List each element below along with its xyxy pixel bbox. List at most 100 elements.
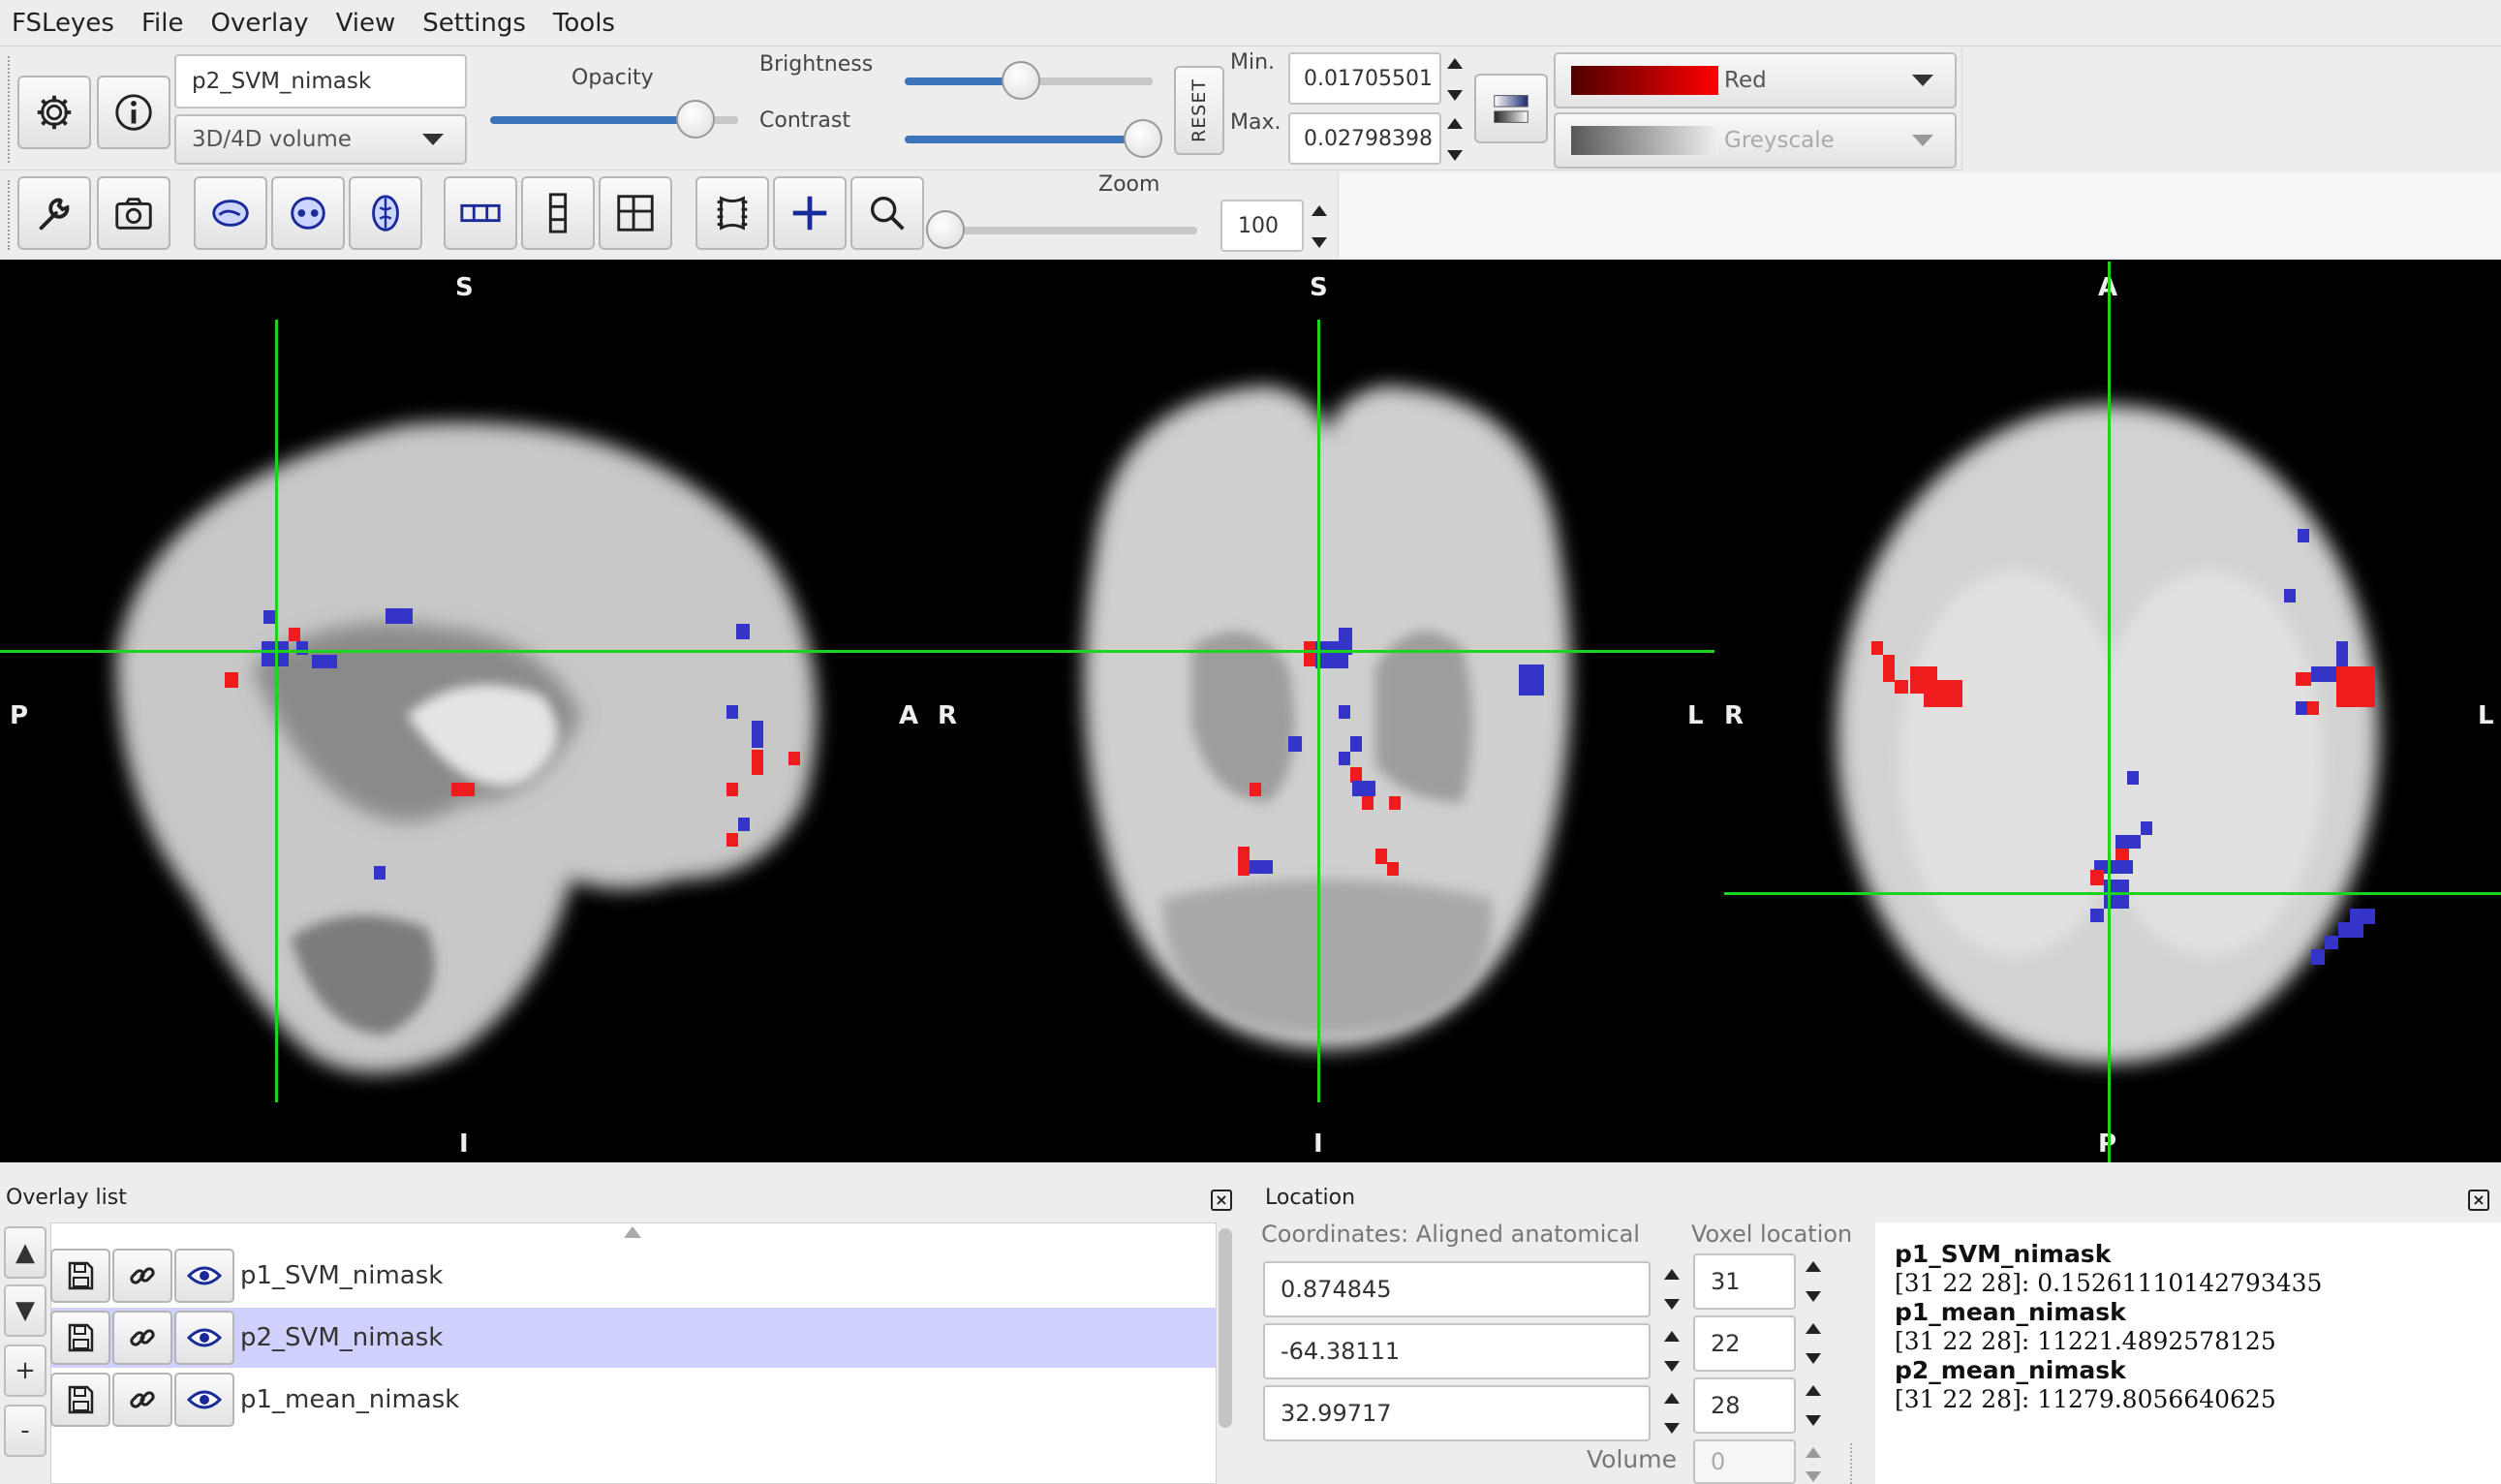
menu-fsleyes[interactable]: FSLeyes <box>12 8 114 38</box>
voxel-z-spinner[interactable] <box>1800 1385 1827 1426</box>
link-overlay-button[interactable] <box>112 1373 172 1427</box>
spin-down-icon[interactable] <box>1312 237 1327 248</box>
overlay-name[interactable]: p2_SVM_nimask <box>240 1323 444 1352</box>
menu-view[interactable]: View <box>335 8 396 38</box>
contrast-slider-knob[interactable] <box>1124 119 1162 158</box>
add-overlay-button[interactable]: + <box>4 1345 46 1397</box>
spin-down-icon[interactable] <box>1806 1415 1821 1426</box>
toggle-coronal-button[interactable] <box>271 176 345 250</box>
menu-overlay[interactable]: Overlay <box>210 8 309 38</box>
overlay-name-field[interactable]: p2_SVM_nimask <box>174 54 467 108</box>
scroll-up-arrow[interactable] <box>624 1226 641 1238</box>
max-value-spinner[interactable] <box>1441 118 1468 161</box>
brightness-slider[interactable] <box>905 61 1153 100</box>
spin-down-icon[interactable] <box>1447 90 1463 101</box>
zoom-spinner[interactable] <box>1306 205 1333 248</box>
zoom-slider[interactable] <box>926 210 1197 249</box>
neg-colormap-select[interactable]: Greyscale <box>1554 112 1957 169</box>
toolbar-grip[interactable] <box>8 56 10 163</box>
coord-z-field[interactable]: 32.99717 <box>1263 1385 1651 1441</box>
voxel-z-field[interactable]: 28 <box>1693 1377 1796 1434</box>
reset-button[interactable]: RESET <box>1174 66 1224 155</box>
screenshot-button[interactable] <box>97 176 170 250</box>
movie-mode-button[interactable] <box>695 176 769 250</box>
toggle-visibility-button[interactable] <box>174 1311 234 1365</box>
coord-x-field[interactable]: 0.874845 <box>1263 1261 1651 1317</box>
spin-up-icon[interactable] <box>1664 1269 1680 1280</box>
voxel-x-field[interactable]: 31 <box>1693 1253 1796 1310</box>
overlay-row[interactable]: p1_SVM_nimask <box>50 1246 1217 1306</box>
spin-down-icon[interactable] <box>1664 1423 1680 1434</box>
toggle-axial-button[interactable] <box>349 176 422 250</box>
overlay-name[interactable]: p1_SVM_nimask <box>240 1261 444 1290</box>
remove-overlay-button[interactable]: - <box>4 1405 46 1457</box>
view-settings-button[interactable] <box>17 176 91 250</box>
zoom-mode-button[interactable] <box>850 176 924 250</box>
menu-file[interactable]: File <box>140 8 184 38</box>
spin-up-icon[interactable] <box>1312 205 1327 216</box>
spin-down-icon[interactable] <box>1664 1361 1680 1372</box>
move-overlay-up-button[interactable]: ▲ <box>4 1226 46 1279</box>
overlay-info-button[interactable] <box>97 76 170 149</box>
overlay-row[interactable]: p1_mean_nimask <box>50 1370 1217 1430</box>
save-overlay-button[interactable] <box>50 1311 110 1365</box>
axial-view[interactable]: A P R L <box>1724 260 2501 1162</box>
voxel-y-field[interactable]: 22 <box>1693 1315 1796 1372</box>
spin-down-icon[interactable] <box>1806 1471 1821 1482</box>
contrast-slider[interactable] <box>905 119 1162 158</box>
close-icon[interactable]: × <box>2468 1190 2489 1211</box>
max-value-field[interactable]: 0.02798398 <box>1288 112 1441 165</box>
coronal-view[interactable]: S I R L <box>920 260 1724 1162</box>
save-overlay-button[interactable] <box>50 1249 110 1303</box>
layout-horizontal-button[interactable] <box>444 176 517 250</box>
spin-down-icon[interactable] <box>1806 1291 1821 1302</box>
menu-tools[interactable]: Tools <box>552 8 615 38</box>
opacity-slider-knob[interactable] <box>676 100 715 139</box>
save-overlay-button[interactable] <box>50 1373 110 1427</box>
overlay-name[interactable]: p1_mean_nimask <box>240 1385 460 1414</box>
zoom-slider-knob[interactable] <box>926 210 965 249</box>
volume-field[interactable]: 0 <box>1693 1439 1796 1484</box>
coord-x-spinner[interactable] <box>1658 1269 1685 1310</box>
neg-cmap-toggle-button[interactable] <box>1474 74 1548 143</box>
spin-up-icon[interactable] <box>1447 118 1463 129</box>
location-panel-splitter[interactable] <box>1850 1443 1856 1484</box>
spin-down-icon[interactable] <box>1664 1299 1680 1310</box>
voxel-y-spinner[interactable] <box>1800 1323 1827 1364</box>
zoom-value-field[interactable]: 100 <box>1220 200 1304 252</box>
min-value-field[interactable]: 0.01705501 <box>1288 52 1441 105</box>
spin-up-icon[interactable] <box>1806 1323 1821 1334</box>
overlay-type-select[interactable]: 3D/4D volume <box>174 114 467 165</box>
overlay-list-scrollbar[interactable] <box>1219 1228 1232 1428</box>
volume-spinner[interactable] <box>1800 1447 1827 1482</box>
toggle-cursor-button[interactable] <box>773 176 847 250</box>
link-overlay-button[interactable] <box>112 1249 172 1303</box>
ortho-canvas[interactable]: S I P A S I R L <box>0 260 2501 1162</box>
spin-up-icon[interactable] <box>1806 1385 1821 1396</box>
colormap-select[interactable]: Red <box>1554 52 1957 108</box>
opacity-slider[interactable] <box>490 100 738 139</box>
display-settings-button[interactable] <box>17 76 91 149</box>
layout-grid-button[interactable] <box>599 176 672 250</box>
layout-vertical-button[interactable] <box>521 176 595 250</box>
toggle-visibility-button[interactable] <box>174 1373 234 1427</box>
toolbar-grip[interactable] <box>8 180 10 250</box>
spin-up-icon[interactable] <box>1664 1393 1680 1404</box>
spin-down-icon[interactable] <box>1447 150 1463 161</box>
min-value-spinner[interactable] <box>1441 58 1468 101</box>
coord-z-spinner[interactable] <box>1658 1393 1685 1434</box>
menu-settings[interactable]: Settings <box>422 8 526 38</box>
spin-up-icon[interactable] <box>1447 58 1463 69</box>
overlay-row-selected[interactable]: p2_SVM_nimask <box>50 1308 1217 1368</box>
toggle-visibility-button[interactable] <box>174 1249 234 1303</box>
coord-y-field[interactable]: -64.38111 <box>1263 1323 1651 1379</box>
spin-up-icon[interactable] <box>1806 1447 1821 1458</box>
spin-up-icon[interactable] <box>1806 1261 1821 1272</box>
move-overlay-down-button[interactable]: ▼ <box>4 1284 46 1337</box>
voxel-x-spinner[interactable] <box>1800 1261 1827 1302</box>
brightness-slider-knob[interactable] <box>1002 61 1040 100</box>
coord-y-spinner[interactable] <box>1658 1331 1685 1372</box>
spin-up-icon[interactable] <box>1664 1331 1680 1342</box>
close-icon[interactable]: × <box>1211 1190 1232 1211</box>
link-overlay-button[interactable] <box>112 1311 172 1365</box>
